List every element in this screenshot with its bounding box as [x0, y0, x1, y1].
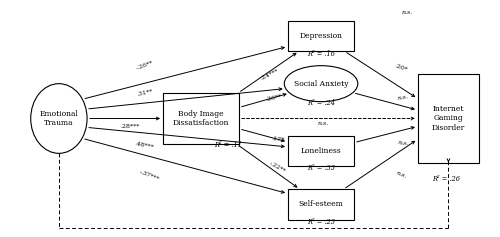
Text: R² = .23: R² = .23	[307, 218, 335, 226]
Text: Self-esteem: Self-esteem	[298, 201, 344, 208]
Text: .31**: .31**	[136, 89, 153, 97]
Text: R² = .24: R² = .24	[307, 99, 335, 107]
Text: .24***: .24***	[260, 68, 280, 81]
Text: n.s.: n.s.	[401, 10, 412, 15]
Text: n.s.: n.s.	[397, 94, 409, 101]
Text: .28***: .28***	[120, 124, 140, 129]
Text: Depression: Depression	[300, 32, 343, 40]
Text: .17*: .17*	[272, 137, 285, 143]
Text: R² = .26: R² = .26	[432, 175, 460, 183]
Text: -.22**: -.22**	[268, 160, 286, 174]
Text: n.s.: n.s.	[397, 140, 409, 146]
Text: R² = .33: R² = .33	[307, 164, 335, 173]
Text: Emotional
Trauma: Emotional Trauma	[40, 110, 78, 127]
Text: -.37***: -.37***	[138, 169, 160, 182]
Text: Loneliness: Loneliness	[300, 147, 342, 155]
Text: .26**: .26**	[266, 94, 282, 102]
Text: R² = .11: R² = .11	[214, 141, 242, 149]
Text: n.s.: n.s.	[318, 121, 329, 126]
Text: Social Anxiety: Social Anxiety	[294, 80, 348, 88]
Text: .48***: .48***	[134, 141, 154, 150]
Text: -.26**: -.26**	[135, 60, 154, 71]
Text: Internet
Gaming
Disorder: Internet Gaming Disorder	[432, 105, 465, 132]
Text: n.s.: n.s.	[395, 170, 407, 179]
Text: Body Image
Dissatisfaction: Body Image Dissatisfaction	[173, 110, 229, 127]
Text: R² = .16: R² = .16	[307, 50, 335, 58]
Text: .20*: .20*	[394, 64, 408, 73]
